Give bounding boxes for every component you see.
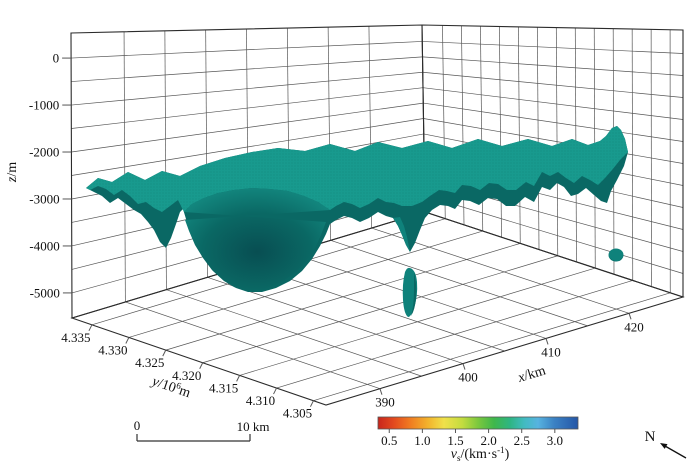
colorbar-tick-label: 3.0 [547,433,563,448]
y-tick [125,337,130,344]
isosurface-top-face [86,126,628,212]
scale-bar-line [136,434,251,442]
y-tick-label: 4.325 [135,355,164,370]
x-tick-label: 420 [624,319,644,334]
z-tick-label: -5000 [30,285,60,300]
z-tick-label: -4000 [29,238,59,253]
x-tick [462,363,466,370]
scale-bar-start-label: 0 [134,418,141,433]
grid-line [239,267,596,376]
x-tick [379,388,383,395]
down-spike-face [393,217,410,252]
grid-line [536,27,540,250]
grid-line [423,102,684,142]
detached-round-blob [608,248,624,262]
grid-line [422,87,684,120]
z-tick-label: -1000 [29,98,59,113]
x-tick-label: 410 [541,344,561,359]
isosurface-bowl [184,188,330,291]
colorbar-tick-label: 1.0 [414,433,430,448]
grid-line [313,292,671,402]
grid-line [289,252,547,339]
z-axis-label: z/m [5,162,20,183]
colorbar-label: vs/(km·s-1) [451,445,510,463]
x-tick-label: 400 [458,370,478,385]
north-arrow: N [645,429,687,459]
z-tick-label: -3000 [29,191,59,206]
grid-line [123,31,126,302]
y-tick [236,375,241,382]
y-tick-label: 4.315 [209,380,238,395]
x-axis-label: x/km [515,363,547,386]
scale-bar-end-label: 10 km [237,419,270,434]
grid-line [423,118,684,164]
detached-column-blob-shade [411,272,417,316]
z-tick-label: 0 [53,51,60,66]
y-tick-label: 4.320 [172,368,201,383]
north-arrow-line [664,445,687,459]
grid-line [166,289,422,377]
colorbar: 0.5 1.0 1.5 2.0 2.5 3.0 [377,416,579,448]
grid-line [276,280,633,389]
y-tick-label: 4.310 [246,393,275,408]
grid-line [422,71,684,98]
isosurface [86,126,628,317]
detached-round-blob-shade [609,256,623,262]
x-tick [545,338,549,345]
generated-plot-layers: 0 -1000 -2000 -3000 -4000 -5000 4.335 4.330 4.32… [29,24,685,448]
y-tick-label: 4.305 [283,406,312,421]
colorbar-tick-label: 2.5 [514,433,530,448]
x-tick-label: 390 [375,395,395,410]
grid-line [202,255,558,364]
y-tick-label: 4.330 [98,342,127,357]
grid-line [422,56,684,76]
grid-line [128,230,483,338]
north-arrow-head [660,443,668,449]
grid-line [330,240,588,327]
y-tick [199,362,204,369]
z-tick-label: -2000 [29,145,59,160]
grid-line [518,26,521,244]
y-tick [310,400,314,407]
colorbar-tick-label: 0.5 [381,433,397,448]
grid-line [125,301,381,390]
grid-line [424,195,684,274]
y-tick [88,324,93,332]
north-label: N [645,429,656,445]
grid-line [422,41,684,54]
colorbar-rect [377,416,579,430]
colorbar-tick-label: 2.0 [480,433,496,448]
colorbar-tick-label: 1.5 [447,433,463,448]
grid-line [555,27,559,256]
scale-bar: 0 10 km [134,418,270,442]
axis-ticks-labels: 0 -1000 -2000 -3000 -4000 -5000 4.335 4.330 4.32… [29,51,644,421]
y-tick [273,387,277,395]
y-axis-label: y/106m [148,372,193,402]
grid-line [165,243,521,351]
grid-line [631,29,634,281]
x-tick [628,313,632,320]
y-tick [162,349,167,357]
y-tick-label: 4.335 [61,330,90,345]
